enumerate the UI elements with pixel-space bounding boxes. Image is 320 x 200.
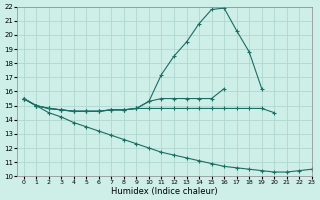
X-axis label: Humidex (Indice chaleur): Humidex (Indice chaleur): [111, 187, 218, 196]
